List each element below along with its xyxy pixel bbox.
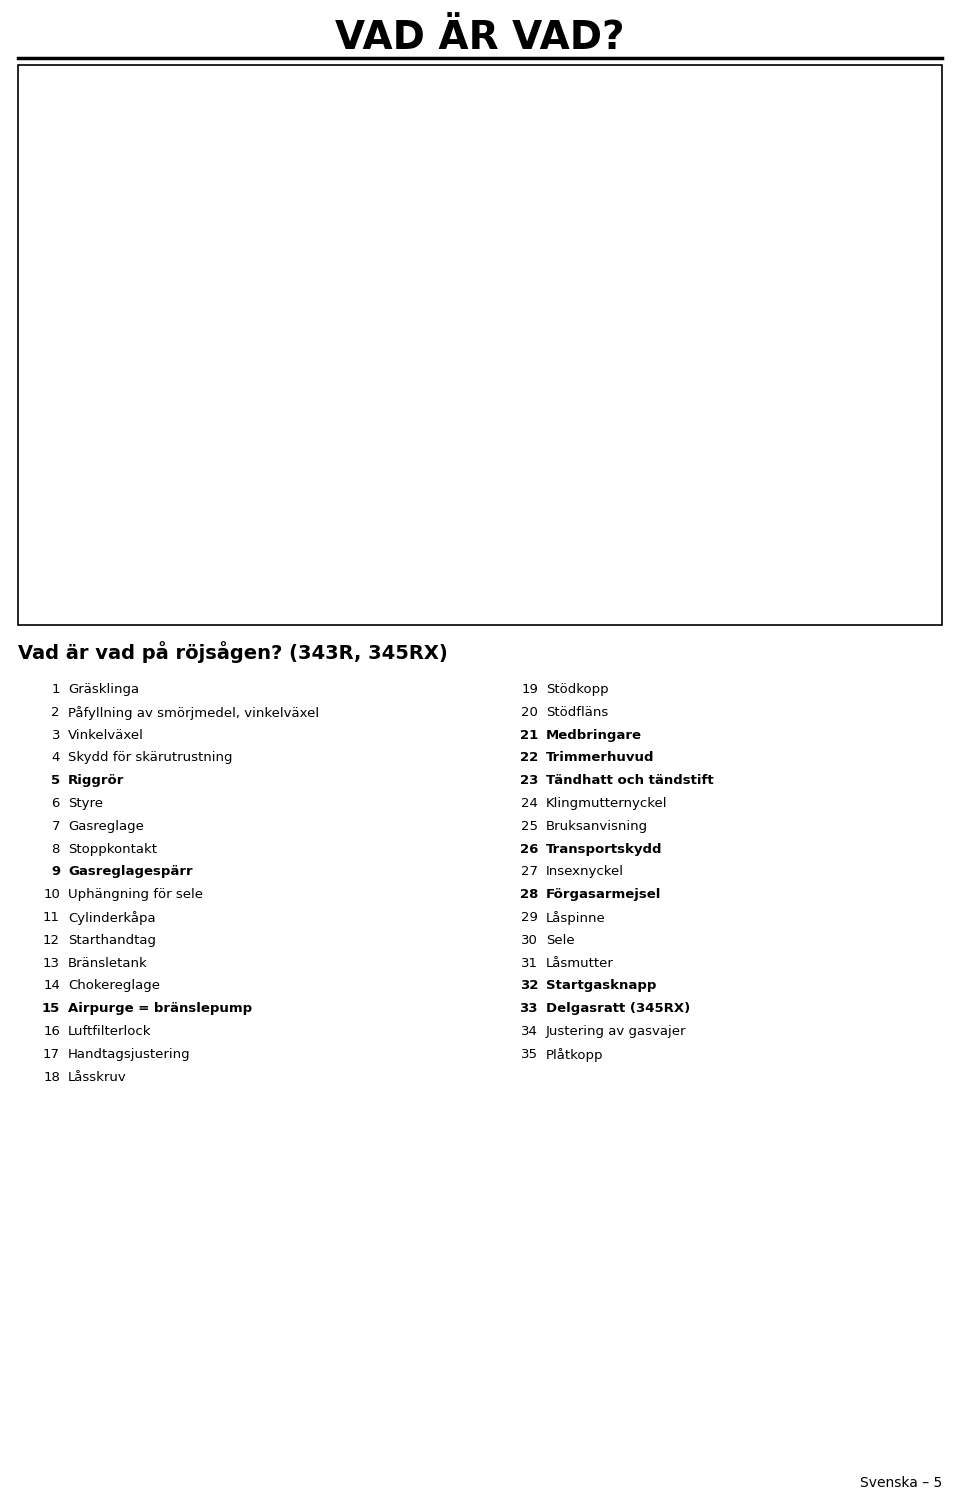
Text: VAD ÄR VAD?: VAD ÄR VAD? (335, 19, 625, 57)
Text: 20: 20 (521, 706, 538, 720)
Text: Uphängning för sele: Uphängning för sele (68, 889, 203, 901)
Text: Chokereglage: Chokereglage (68, 979, 160, 992)
Text: 29: 29 (521, 911, 538, 923)
Text: 34: 34 (521, 1025, 538, 1037)
Text: Styre: Styre (68, 797, 103, 809)
Text: Klingmutternyckel: Klingmutternyckel (546, 797, 667, 809)
Text: Låspinne: Låspinne (546, 911, 606, 925)
Text: 35: 35 (521, 1048, 538, 1061)
Text: 14: 14 (43, 979, 60, 992)
Text: Svenska – 5: Svenska – 5 (860, 1477, 942, 1490)
Text: 28: 28 (519, 889, 538, 901)
Text: Delgasratt (345RX): Delgasratt (345RX) (546, 1003, 690, 1015)
Text: 2: 2 (52, 706, 60, 720)
Text: Bränsletank: Bränsletank (68, 956, 148, 970)
Text: 16: 16 (43, 1025, 60, 1037)
Text: Vinkelväxel: Vinkelväxel (68, 729, 144, 742)
Text: 25: 25 (521, 820, 538, 833)
Text: Låsmutter: Låsmutter (546, 956, 613, 970)
Text: 15: 15 (41, 1003, 60, 1015)
Text: Bruksanvisning: Bruksanvisning (546, 820, 648, 833)
Text: 33: 33 (519, 1003, 538, 1015)
Text: Stödfläns: Stödfläns (546, 706, 609, 720)
Text: 18: 18 (43, 1070, 60, 1084)
Bar (18, 64, 942, 625)
Text: Tändhatt och tändstift: Tändhatt och tändstift (546, 773, 713, 787)
Text: 13: 13 (43, 956, 60, 970)
Text: 8: 8 (52, 842, 60, 856)
Text: 19: 19 (521, 684, 538, 696)
Text: Handtagsjustering: Handtagsjustering (68, 1048, 191, 1061)
Text: Gasreglagespärr: Gasreglagespärr (68, 865, 193, 878)
Text: Plåtkopp: Plåtkopp (546, 1048, 604, 1061)
Text: 17: 17 (43, 1048, 60, 1061)
Text: Stödkopp: Stödkopp (546, 684, 609, 696)
Text: 4: 4 (52, 751, 60, 764)
Text: Vad är vad på röjsågen? (343R, 345RX): Vad är vad på röjsågen? (343R, 345RX) (18, 642, 447, 663)
Text: Gräsklinga: Gräsklinga (68, 684, 139, 696)
Text: 30: 30 (521, 934, 538, 947)
Text: Startgasknapp: Startgasknapp (546, 979, 657, 992)
Text: Påfyllning av smörjmedel, vinkelväxel: Påfyllning av smörjmedel, vinkelväxel (68, 706, 319, 720)
Text: Gasreglage: Gasreglage (68, 820, 144, 833)
Text: 9: 9 (51, 865, 60, 878)
Text: 6: 6 (52, 797, 60, 809)
Text: Starthandtag: Starthandtag (68, 934, 156, 947)
Text: Medbringare: Medbringare (546, 729, 642, 742)
Text: 5: 5 (51, 773, 60, 787)
Text: 10: 10 (43, 889, 60, 901)
Text: Stoppkontakt: Stoppkontakt (68, 842, 157, 856)
Text: Luftfilterlock: Luftfilterlock (68, 1025, 152, 1037)
Text: 26: 26 (519, 842, 538, 856)
Text: Riggrör: Riggrör (68, 773, 125, 787)
Text: Airpurge = bränslepump: Airpurge = bränslepump (68, 1003, 252, 1015)
Text: Trimmerhuvud: Trimmerhuvud (546, 751, 655, 764)
Text: Skydd för skärutrustning: Skydd för skärutrustning (68, 751, 232, 764)
Text: 11: 11 (43, 911, 60, 923)
Text: Förgasarmejsel: Förgasarmejsel (546, 889, 661, 901)
Text: 22: 22 (519, 751, 538, 764)
Text: Transportskydd: Transportskydd (546, 842, 662, 856)
Text: 21: 21 (519, 729, 538, 742)
Text: 23: 23 (519, 773, 538, 787)
Text: 1: 1 (52, 684, 60, 696)
Text: 31: 31 (521, 956, 538, 970)
Text: Låsskruv: Låsskruv (68, 1070, 127, 1084)
Text: 27: 27 (521, 865, 538, 878)
Text: 7: 7 (52, 820, 60, 833)
Text: 32: 32 (519, 979, 538, 992)
Text: 12: 12 (43, 934, 60, 947)
Text: Justering av gasvajer: Justering av gasvajer (546, 1025, 686, 1037)
Text: Insexnyckel: Insexnyckel (546, 865, 624, 878)
Text: Sele: Sele (546, 934, 575, 947)
Text: Cylinderkåpa: Cylinderkåpa (68, 911, 156, 925)
Text: 3: 3 (52, 729, 60, 742)
Text: 24: 24 (521, 797, 538, 809)
